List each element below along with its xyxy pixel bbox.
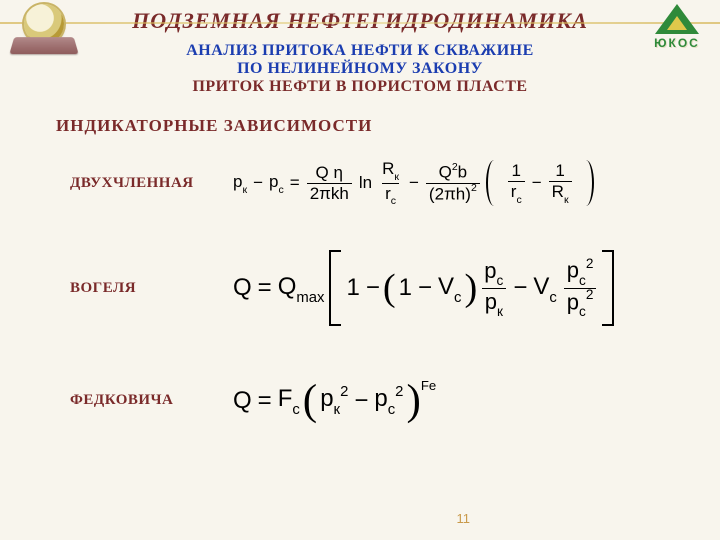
subtitle-line-3: ПРИТОК НЕФТИ В ПОРИСТОМ ПЛАСТЕ xyxy=(0,78,720,96)
row-vogel: ВОГЕЛЯ Q = Qmax 1 − ( 1 − Vc ) pc pк − V… xyxy=(0,250,720,326)
subtitle-line-2: ПО НЕЛИНЕЙНОМУ ЗАКОНУ xyxy=(0,60,720,78)
university-crest-icon xyxy=(12,2,76,56)
yukos-logo: ЮКОС xyxy=(646,4,708,50)
formula-vogel: Q = Qmax 1 − ( 1 − Vc ) pc pк − Vc pc2 p… xyxy=(230,250,616,326)
label-vogel: ВОГЕЛЯ xyxy=(70,280,230,297)
gold-stripe xyxy=(0,22,720,24)
row-binomial: ДВУХЧЛЕННАЯ pк − pc = Q η 2πkh ln Rк rc … xyxy=(0,160,720,206)
row-fedkovich: ФЕДКОВИЧА Q = Fc ( pк2 − pc2 ) Fe xyxy=(0,376,720,425)
yukos-logo-text: ЮКОС xyxy=(646,36,708,50)
triangle-icon xyxy=(655,4,699,34)
formula-binomial: pк − pc = Q η 2πkh ln Rк rc − Q2b (2πh)2… xyxy=(230,160,596,206)
section-heading: ИНДИКАТОРНЫЕ ЗАВИСИМОСТИ xyxy=(56,116,720,136)
label-fedkovich: ФЕДКОВИЧА xyxy=(70,392,230,409)
formula-fedkovich: Q = Fc ( pк2 − pc2 ) Fe xyxy=(230,376,436,425)
top-bar: ЮКОС xyxy=(0,0,720,60)
label-binomial: ДВУХЧЛЕННАЯ xyxy=(70,175,230,192)
page-number: 11 xyxy=(457,511,471,526)
